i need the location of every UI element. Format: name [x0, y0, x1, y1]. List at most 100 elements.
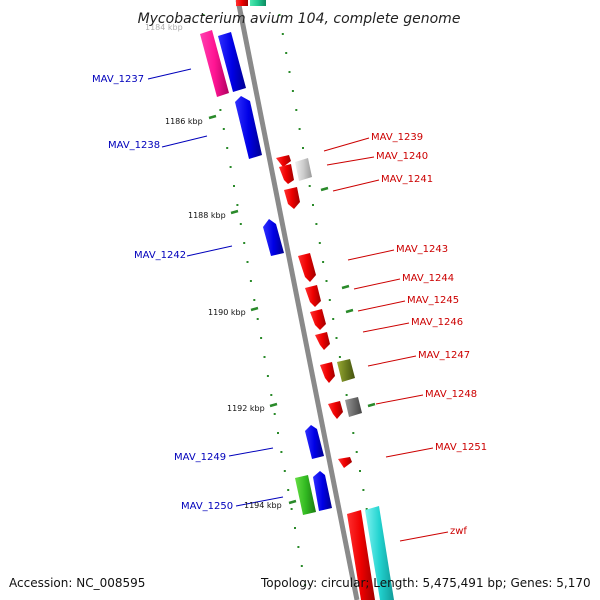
- tick-mark: [367, 402, 376, 408]
- gene-partial-top-teal[interactable]: [250, 0, 266, 6]
- guide-dot: [335, 337, 338, 339]
- gene-shape-mav-1244[interactable]: [305, 285, 321, 307]
- tick-mark: [250, 306, 259, 312]
- guide-dot: [263, 356, 266, 358]
- tick-mark: [341, 284, 350, 290]
- guide-dot: [325, 280, 328, 282]
- leader-line: [228, 447, 274, 457]
- gene-label-mav-1246[interactable]: MAV_1246: [411, 317, 463, 328]
- gene-shape-pink[interactable]: [200, 30, 229, 97]
- guide-dot: [239, 223, 242, 225]
- gene-shape-mav-1245[interactable]: [310, 309, 326, 330]
- leader-line: [161, 135, 208, 148]
- tick-mark: [320, 186, 329, 192]
- gene-label-mav-1245[interactable]: MAV_1245: [407, 295, 459, 306]
- gene-shape-mav-1247b[interactable]: [337, 359, 355, 382]
- guide-dot: [243, 242, 246, 244]
- guide-dot: [236, 204, 239, 206]
- genome-summary: Topology: circular; Length: 5,475,491 bp…: [260, 576, 591, 590]
- gene-label-mav-1241[interactable]: MAV_1241: [381, 174, 433, 185]
- gene-shape-mav-1249[interactable]: [305, 425, 324, 459]
- guide-dot: [202, 14, 205, 16]
- leader-line: [147, 68, 192, 80]
- gene-shape-mav-1238[interactable]: [235, 96, 262, 159]
- leader-lines: [147, 68, 449, 542]
- guide-dot: [302, 147, 304, 149]
- guide-dot: [352, 432, 355, 434]
- gene-label-mav-1242[interactable]: MAV_1242: [134, 250, 186, 261]
- leader-line: [323, 137, 370, 152]
- accession-label: Accession: NC_008595: [9, 576, 145, 590]
- guide-dot: [277, 432, 279, 434]
- guide-dot: [359, 470, 361, 472]
- gene-shape-mav-1243[interactable]: [298, 253, 316, 282]
- tick-label: 1186 kbp: [165, 117, 203, 126]
- guide-dot: [260, 337, 263, 339]
- gene-label-mav-1237[interactable]: MAV_1237: [92, 74, 144, 85]
- guide-dot: [290, 508, 293, 510]
- gene-label-mav-1248[interactable]: MAV_1248: [425, 389, 477, 400]
- gene-label-zwf[interactable]: zwf: [450, 526, 467, 537]
- guide-dot: [278, 14, 281, 16]
- guide-dot: [270, 394, 273, 396]
- guide-dot: [291, 90, 294, 92]
- leader-line: [357, 300, 406, 312]
- gene-shape-mav-1248[interactable]: [328, 401, 343, 419]
- map-title: Mycobacterium avium 104, complete genome: [138, 11, 461, 27]
- gene-partial-top-red[interactable]: [236, 0, 248, 6]
- gene-label-mav-1243[interactable]: MAV_1243: [396, 244, 448, 255]
- gene-shape-mav-1251[interactable]: [338, 457, 352, 468]
- tick-mark: [288, 499, 297, 505]
- guide-dot: [229, 166, 232, 168]
- gene-shape-mav-1247[interactable]: [320, 362, 335, 383]
- leader-line: [385, 447, 434, 458]
- leader-line: [362, 322, 410, 333]
- gene-label-mav-1240[interactable]: MAV_1240: [376, 151, 428, 162]
- guide-dot: [362, 489, 365, 491]
- guide-dot: [266, 375, 269, 377]
- leader-line: [399, 531, 449, 542]
- guide-dot: [253, 299, 256, 301]
- tick-mark: [345, 308, 354, 314]
- gene-label-mav-1239[interactable]: MAV_1239: [371, 132, 423, 143]
- leader-line: [375, 394, 424, 405]
- gene-shape-mav-1241[interactable]: [284, 187, 300, 209]
- leader-line: [353, 278, 401, 290]
- guide-dot: [355, 451, 358, 453]
- guide-dot: [332, 318, 335, 320]
- gene-shape-mav-1240[interactable]: [295, 158, 312, 181]
- tick-mark: [230, 209, 239, 215]
- gene-shape-mav-1240b[interactable]: [279, 164, 294, 184]
- gene-shape-mav-1248b[interactable]: [345, 397, 362, 417]
- leader-line: [235, 496, 284, 507]
- gene-shape-mav-1250[interactable]: [313, 471, 332, 511]
- guide-dot: [304, 584, 307, 586]
- gene-label-mav-1250[interactable]: MAV_1250: [181, 501, 233, 512]
- gene-label-mav-1247[interactable]: MAV_1247: [418, 350, 470, 361]
- guide-dot: [312, 204, 314, 206]
- gene-shape-green[interactable]: [295, 475, 316, 515]
- gene-shape-zwf[interactable]: [347, 510, 375, 600]
- guide-dot: [298, 128, 301, 130]
- tick-label: 1192 kbp: [227, 404, 265, 413]
- tick-label: 1190 kbp: [208, 308, 246, 317]
- gene-shape-mav-1239[interactable]: [276, 155, 291, 167]
- gene-label-mav-1238[interactable]: MAV_1238: [108, 140, 160, 151]
- tick-mark: [269, 402, 278, 408]
- guide-dot: [297, 546, 300, 548]
- leader-line: [367, 355, 417, 367]
- gene-shape-mav-1237[interactable]: [218, 32, 246, 92]
- gene-label-mav-1249[interactable]: MAV_1249: [174, 452, 226, 463]
- guide-dot: [285, 52, 288, 54]
- genome-backbone: [235, 0, 360, 600]
- gene-label-mav-1251[interactable]: MAV_1251: [435, 442, 487, 453]
- guide-dot: [295, 109, 298, 111]
- guide-dot: [283, 470, 286, 472]
- guide-dot: [328, 299, 331, 301]
- gene-label-mav-1244[interactable]: MAV_1244: [402, 273, 454, 284]
- guide-dot: [226, 147, 229, 149]
- gene-shape-mav-1242[interactable]: [263, 219, 284, 256]
- gene-shape-cyan[interactable]: [365, 506, 394, 600]
- gene-shape-mav-1246[interactable]: [315, 332, 330, 350]
